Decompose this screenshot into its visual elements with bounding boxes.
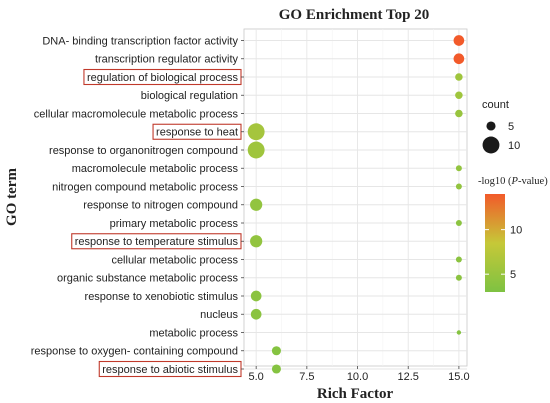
x-axis-title: Rich Factor	[317, 386, 394, 402]
enrichment-point	[250, 308, 262, 320]
color-legend: -log10 (P-value) 10 5	[478, 176, 548, 292]
size-legend-dot	[482, 136, 500, 154]
go-term-label: cellular metabolic process	[111, 254, 238, 266]
color-legend-title: -log10 (P-value)	[478, 176, 548, 187]
enrichment-point	[453, 35, 465, 46]
go-term-label: response to temperature stimulus	[75, 236, 239, 248]
go-term-label: primary metabolic process	[110, 218, 239, 230]
enrichment-point	[455, 183, 462, 190]
color-legend-label: 5	[510, 269, 516, 281]
x-tick-label: 10.0	[347, 371, 368, 383]
go-term-label: transcription regulator activity	[95, 54, 239, 66]
go-term-label: DNA- binding transcription factor activi…	[42, 35, 238, 47]
go-term-label: organic substance metabolic process	[57, 273, 238, 285]
enrichment-point	[247, 123, 265, 141]
enrichment-point	[250, 290, 262, 302]
go-term-label: response to oxygen- containing compound	[31, 346, 238, 358]
size-legend-label: 5	[508, 121, 514, 133]
go-term-label: response to heat	[156, 127, 238, 139]
data-points	[247, 35, 465, 374]
enrichment-point	[271, 346, 281, 356]
enrichment-point	[453, 53, 465, 65]
y-axis-title: GO term	[4, 168, 20, 226]
color-scale-bar	[485, 194, 505, 292]
enrichment-point	[250, 198, 263, 211]
go-term-label: response to organonitrogen compound	[49, 145, 238, 157]
go-term-label: biological regulation	[141, 90, 238, 102]
chart-title: GO Enrichment Top 20	[279, 7, 429, 23]
size-legend-label: 10	[508, 140, 520, 152]
enrichment-point	[455, 91, 463, 100]
color-legend-label: 10	[510, 225, 522, 237]
size-legend-dot	[486, 121, 496, 131]
go-term-label: macromolecule metabolic process	[72, 163, 239, 175]
go-term-label: response to xenobiotic stimulus	[85, 291, 239, 303]
x-tick-label: 5.0	[249, 371, 264, 383]
y-axis-labels: DNA- binding transcription factor activi…	[31, 35, 244, 376]
grid-lines	[244, 29, 467, 370]
x-tick-label: 7.5	[299, 371, 314, 383]
x-axis-ticks: 5.0 7.5 10.0 12.5 15.0	[249, 366, 470, 383]
size-legend-title: count	[482, 99, 509, 111]
enrichment-point	[455, 220, 462, 226]
go-term-label: nitrogen compound metabolic process	[52, 181, 238, 193]
go-term-label: response to abiotic stimulus	[102, 364, 238, 376]
go-term-label: response to nitrogen compound	[83, 200, 238, 212]
x-tick-label: 12.5	[397, 371, 418, 383]
enrichment-point	[455, 109, 463, 118]
x-tick-label: 15.0	[448, 371, 469, 383]
go-term-label: nucleus	[200, 309, 238, 321]
enrichment-point	[455, 274, 462, 281]
enrichment-point	[456, 330, 462, 335]
go-term-label: regulation of biological process	[87, 72, 239, 84]
go-term-label: metabolic process	[149, 327, 238, 339]
go-term-label: cellular macromolecule metabolic process	[34, 108, 239, 120]
enrichment-point	[250, 235, 263, 248]
enrichment-point	[455, 256, 462, 263]
enrichment-point	[247, 141, 265, 159]
enrichment-point	[455, 73, 463, 81]
enrichment-point	[271, 364, 281, 374]
enrichment-point	[455, 165, 462, 172]
size-legend: count 5 10	[482, 99, 520, 154]
plot-panel	[243, 28, 468, 367]
